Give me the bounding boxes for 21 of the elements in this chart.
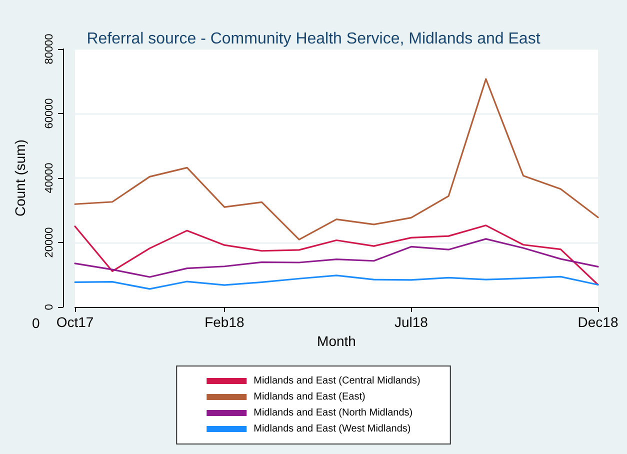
text: 0 [32,315,40,331]
y-tick-label: 20000 [44,227,56,258]
y-tick-label: 40000 [44,162,56,194]
line-series [74,78,599,240]
legend-label: Midlands and East (West Midlands) [254,424,411,434]
line-series [74,274,599,290]
legend-label: Midlands and East (Central Midlands) [254,376,420,386]
y-axis-title: Count (sum) [12,139,28,217]
x-tick-label: Feb18 [204,314,244,330]
x-tick-label: Jul18 [394,314,428,330]
y-tick-label: 0 [44,304,56,310]
chart-title: Referral source - Community Health Service, Midlands and East [86,30,541,48]
x-tick-label: Dec18 [578,314,618,330]
y-tick-label: 60000 [44,98,56,129]
y-tick-label: 80000 [44,34,56,64]
x-tick-label: Oct17 [56,314,94,330]
x-axis-title: Month [317,332,356,349]
legend-label: Midlands and East (North Midlands) [254,408,413,418]
legend-label: Midlands and East (East) [254,392,366,402]
line-series [74,224,599,286]
line-series [74,238,599,278]
